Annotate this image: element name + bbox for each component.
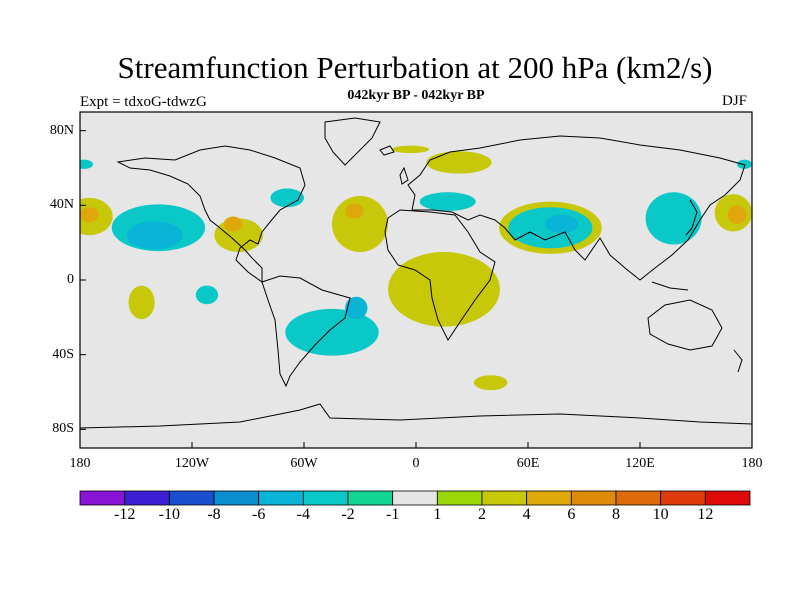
contour-region-neg-23 — [80, 159, 94, 169]
contour-region-neg-8 — [270, 188, 305, 208]
colorbar-swatch — [615, 490, 662, 506]
contour-region-neg-20 — [645, 192, 702, 245]
lon-tick-label: 120W — [174, 456, 210, 471]
lat-tick-label: 0 — [67, 272, 74, 287]
colorbar-swatch — [481, 490, 528, 506]
colorbar-label: 10 — [652, 506, 669, 523]
contour-region-neg-12 — [285, 308, 379, 356]
season-label: DJF — [722, 93, 748, 109]
colorbar-swatch — [124, 490, 170, 506]
colorbar-swatch — [213, 490, 260, 506]
lat-tick-label: 80S — [52, 421, 74, 437]
lon-tick-label: 120E — [625, 456, 655, 471]
colorbar-swatch — [302, 490, 349, 506]
lon-tick-label: 180 — [741, 456, 763, 471]
lat-tick-label: 40S — [52, 346, 74, 362]
colorbar-swatch — [79, 490, 126, 506]
colorbar-swatch — [392, 490, 438, 506]
lon-tick-label: 180 — [69, 456, 91, 471]
contour-region-pos-4 — [128, 285, 155, 320]
chart-subtitle: 042kyr BP - 042kyr BP — [347, 88, 485, 103]
field-contours — [80, 145, 752, 391]
lon-tick-label: 60E — [516, 456, 540, 471]
colorbar-label: -6 — [251, 506, 266, 523]
colorbar-label: -4 — [296, 506, 310, 523]
contour-region-pos-16 — [391, 145, 430, 154]
contour-region-neg-1 — [126, 221, 183, 250]
chart-title: Streamfunction Perturbation at 200 hPa (… — [117, 50, 713, 85]
lon-tick-label: 0 — [412, 456, 420, 471]
contour-region-pos-7 — [223, 216, 243, 232]
colorbar-label: -10 — [158, 506, 180, 523]
tick-marks — [79, 130, 753, 448]
lon-tick-label: 60W — [290, 456, 318, 471]
colorbar — [79, 490, 751, 506]
contour-region-neg-14 — [419, 192, 476, 211]
contour-region-pos-25 — [473, 375, 508, 391]
coastlines — [80, 117, 752, 429]
colorbar-label: 6 — [567, 506, 576, 523]
colorbar-swatch — [704, 490, 751, 506]
lat-tick-label: 80N — [49, 122, 74, 138]
colorbar-swatch — [570, 490, 617, 506]
colorbar-label: -1 — [385, 506, 400, 523]
colorbar-swatch — [168, 490, 215, 506]
lat-tick-label: 40N — [49, 197, 74, 213]
experiment-label: Expt = tdxoG-tdwzG — [80, 94, 207, 110]
colorbar-label: 12 — [697, 506, 714, 523]
contour-region-neg-5 — [195, 285, 219, 305]
colorbar-swatch — [526, 490, 572, 506]
contour-region-pos-3 — [80, 207, 99, 223]
colorbar-label: 2 — [478, 506, 486, 523]
contour-region-neg-13 — [345, 296, 368, 320]
contour-region-neg-24 — [737, 159, 752, 169]
contour-region-neg-19 — [544, 214, 579, 234]
colorbar-label: 1 — [433, 506, 442, 523]
contour-region-pos-15 — [426, 151, 492, 174]
contour-region-pos-10 — [345, 203, 364, 219]
colorbar-label: 8 — [612, 506, 620, 523]
contour-region-pos-22 — [727, 205, 747, 225]
colorbar-label: -8 — [207, 506, 221, 523]
colorbar-swatch — [258, 490, 304, 506]
colorbar-swatch — [436, 490, 483, 506]
colorbar-swatch — [660, 490, 706, 506]
colorbar-label: -12 — [113, 506, 136, 523]
contour-region-pos-9 — [332, 196, 388, 252]
colorbar-label: 4 — [522, 506, 531, 523]
colorbar-label: -2 — [341, 506, 355, 523]
colorbar-swatch — [347, 490, 394, 506]
